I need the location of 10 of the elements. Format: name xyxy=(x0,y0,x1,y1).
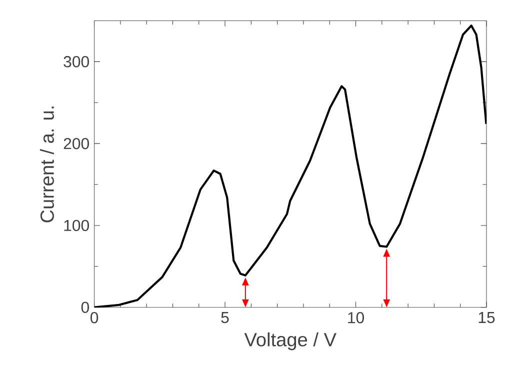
y-axis-title: Current / a. u. xyxy=(40,106,54,222)
x-tick-label: 0 xyxy=(90,312,98,324)
y-tick-label: 200 xyxy=(64,138,89,150)
x-tick-label: 15 xyxy=(478,312,495,324)
y-tick-label: 0 xyxy=(81,302,89,313)
x-axis-title: Voltage / V xyxy=(244,332,336,350)
x-tick-label: 5 xyxy=(221,312,229,324)
y-tick-label: 300 xyxy=(64,56,89,68)
x-tick-label: 10 xyxy=(348,312,364,324)
y-tick-label: 100 xyxy=(64,220,89,232)
